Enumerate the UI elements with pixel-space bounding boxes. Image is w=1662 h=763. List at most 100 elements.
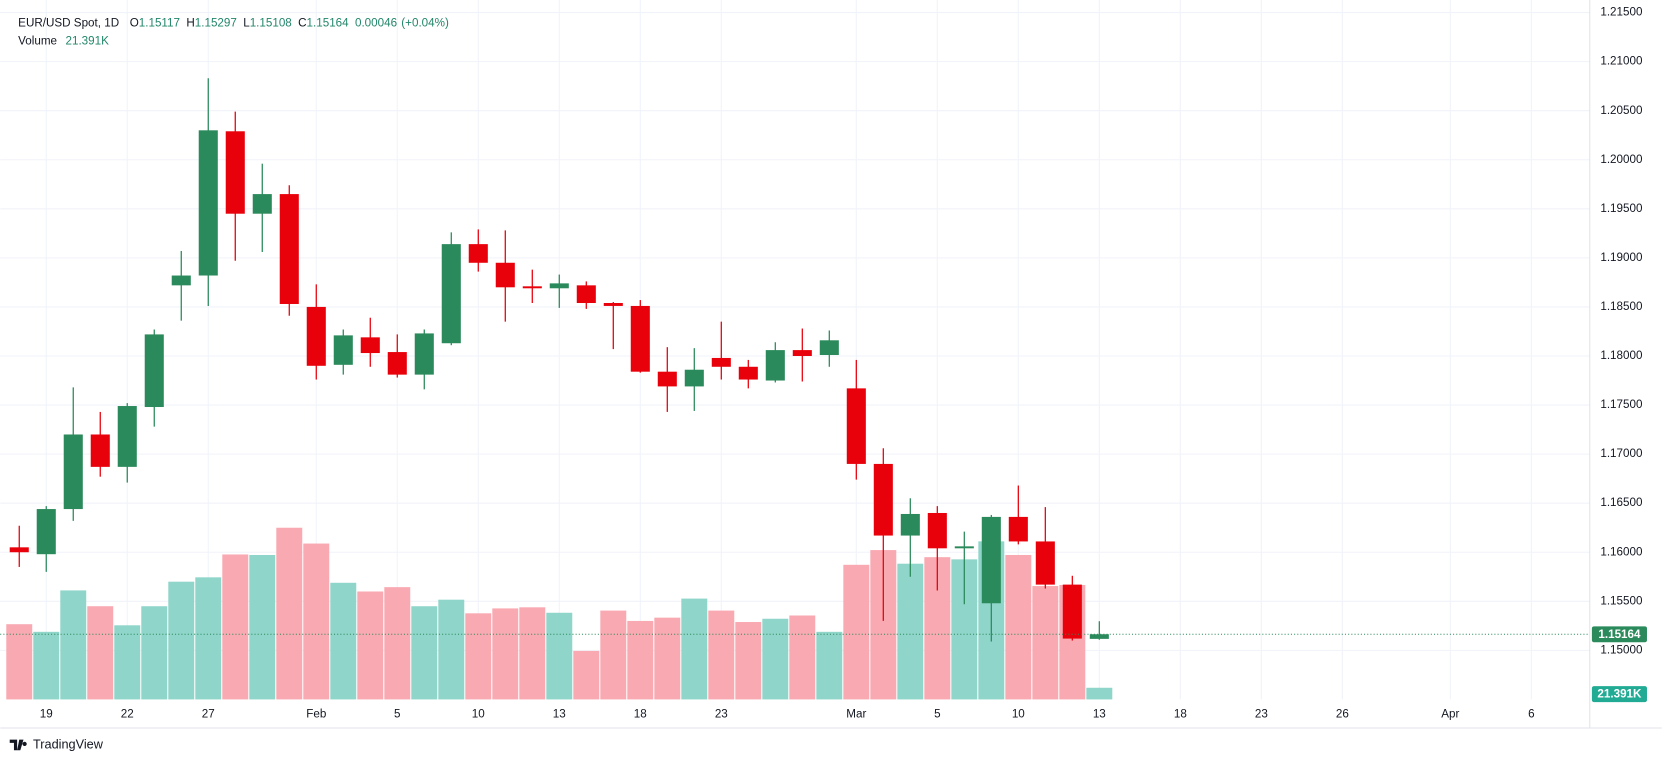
candle-body [684,369,704,387]
ohlc-label: L [243,16,250,29]
volume-bar [1005,554,1032,700]
volume-bar [897,563,924,700]
candle-body [1008,516,1028,542]
candle-body [873,463,893,536]
ohlc-label: O [130,16,139,29]
volume-bar [411,606,438,700]
candle-body [549,283,569,289]
volume-bar [1032,586,1059,700]
x-tick-label: 27 [202,707,215,720]
candle-body [1089,634,1109,639]
volume-bar [762,618,789,700]
volume-bar [573,650,600,700]
candle-body [198,130,218,276]
candle-body [1035,541,1055,585]
plot-layer [0,0,1590,700]
ohlc-value: 1.15297 [195,16,237,29]
volume-bar [330,582,357,700]
candle-body [819,340,839,356]
candle-body [225,131,245,214]
candle-body [630,305,650,372]
volume-bar [708,610,735,700]
change: 0.00046 [355,16,397,29]
y-tick-label: 1.16500 [1600,496,1643,509]
x-tick-label: 22 [121,707,134,720]
candle-body [900,513,920,536]
candle-body [9,547,29,553]
y-tick-label: 1.18000 [1600,349,1643,362]
volume-bar [465,613,492,700]
volume-bar [114,625,141,700]
x-tick-label: 26 [1336,707,1349,720]
y-tick-label: 1.16000 [1600,545,1643,558]
y-tick-label: 1.17500 [1600,398,1643,411]
volume-bar [195,577,222,700]
x-tick-label: Mar [846,707,866,720]
volume-bar [33,631,60,700]
volume-bar [357,591,384,700]
price-badge [1591,626,1647,643]
volume-bar [681,598,708,700]
brand: TradingView [33,736,104,751]
volume-bar [1086,687,1113,700]
volume-badge [1591,686,1647,703]
x-tick-label: 18 [1174,707,1187,720]
candle-body [954,546,974,549]
volume-bar [222,554,249,700]
candle-body [441,244,461,344]
volume-value: 21.391K [65,34,109,47]
x-tick-label: 10 [1012,707,1025,720]
volume-title: Volume [18,34,57,47]
y-tick-label: 1.19500 [1600,202,1643,215]
volume-bar [789,615,816,700]
volume-bar [816,631,843,700]
x-tick-label: 6 [1528,707,1534,720]
candle-body [495,262,515,288]
volume-bar [519,607,546,700]
volume-bar [276,527,303,700]
y-tick-label: 1.15500 [1600,594,1643,607]
x-tick-label: Apr [1441,707,1459,720]
candle-body [711,357,731,367]
candle-body [252,194,272,214]
volume-bar [492,608,519,700]
candle-body [117,406,137,467]
volume-bar [303,543,330,700]
x-tick-label: 19 [40,707,53,720]
x-tick-label: 5 [934,707,940,720]
ohlc-value: 1.15108 [250,16,292,29]
candle-body [90,434,110,467]
x-tick-label: 13 [553,707,566,720]
candle-body [63,434,83,510]
candle-body [387,352,407,375]
volume-bar [60,590,87,700]
candle-body [144,334,164,408]
symbol-title: EUR/USD Spot, 1D [18,16,119,29]
volume-bar [843,564,870,700]
volume-header: Volume 21.391K [18,34,109,47]
y-tick-label: 1.19000 [1600,251,1643,264]
volume-bar [654,617,681,700]
candle-body [360,337,380,354]
volume-bar [546,612,573,700]
x-tick-label: Feb [306,707,326,720]
price-badge-label: 1.15164 [1598,628,1641,641]
candle-body [279,194,299,304]
candle-body [1062,584,1082,639]
candle-body [171,275,191,286]
legend-header: EUR/USD Spot, 1D O1.15117 H1.15297 L1.15108… [18,16,449,29]
y-tick-label: 1.21500 [1600,6,1643,19]
volume-bar [6,624,33,700]
x-tick-label: 13 [1093,707,1106,720]
volume-bar [627,620,654,700]
ohlc-label: C [298,16,306,29]
candle-body [657,371,677,387]
candle-body [603,303,623,306]
candle-body [765,350,785,381]
y-tick-label: 1.15000 [1600,643,1643,656]
candle-body [576,285,596,304]
candle-body [846,388,866,464]
volume-bar [384,587,411,700]
